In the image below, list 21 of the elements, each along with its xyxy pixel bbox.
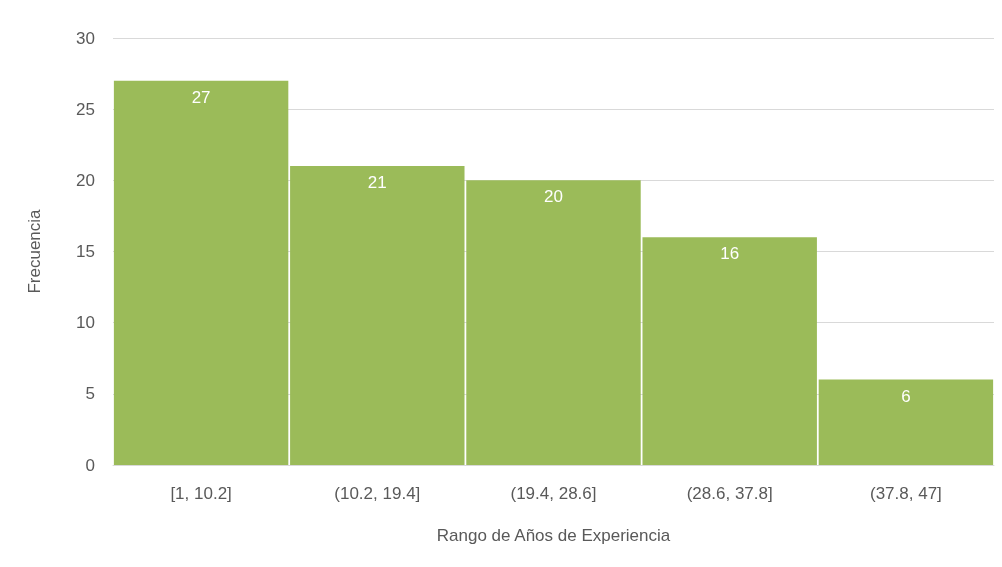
x-tick-label: (28.6, 37.8]	[686, 484, 773, 503]
bar	[818, 379, 994, 465]
data-label: 27	[191, 87, 211, 107]
data-label: 6	[901, 386, 911, 406]
y-tick-label: 25	[76, 99, 95, 119]
x-tick-label: (10.2, 19.4]	[334, 484, 421, 503]
y-tick-label: 5	[85, 384, 95, 404]
x-tick-label: [1, 10.2]	[170, 484, 232, 503]
y-tick-label: 0	[85, 455, 95, 475]
y-tick-label: 10	[76, 313, 95, 333]
x-tick-label: (19.4, 28.6]	[510, 484, 597, 503]
y-tick-label: 15	[76, 242, 95, 261]
y-axis-title: Frecuencia	[25, 208, 44, 294]
x-tick-label: (37.8, 47]	[869, 484, 942, 503]
y-tick-label: 20	[76, 170, 95, 190]
bar	[113, 80, 289, 465]
y-tick-label: 30	[76, 28, 95, 48]
data-label: 16	[720, 244, 740, 264]
data-label: 21	[367, 173, 387, 193]
data-label: 20	[544, 187, 563, 207]
x-axis-title: Rango de Años de Experiencia	[436, 526, 671, 545]
